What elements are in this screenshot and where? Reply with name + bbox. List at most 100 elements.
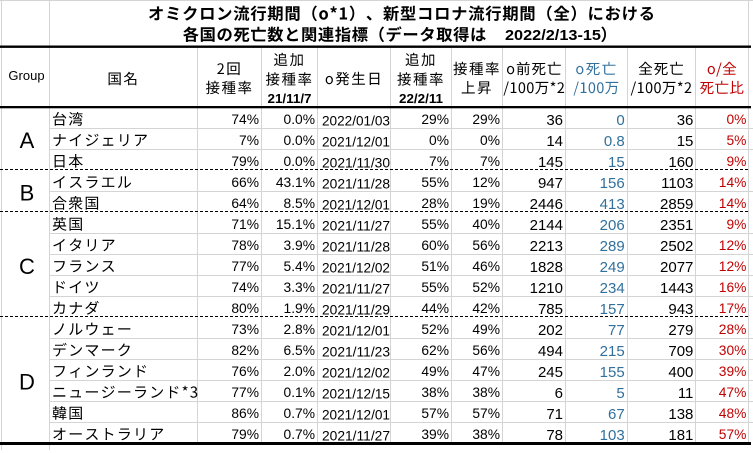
svg-text:38%: 38% [421, 385, 449, 400]
svg-text:56%: 56% [472, 238, 500, 253]
svg-text:0.0%: 0.0% [284, 133, 315, 148]
svg-text:43.1%: 43.1% [276, 175, 315, 190]
svg-text:1828: 1828 [530, 259, 563, 276]
svg-text:86%: 86% [231, 406, 259, 421]
svg-text:76%: 76% [231, 364, 259, 379]
svg-text:52%: 52% [472, 280, 500, 295]
svg-text:2021/11/29: 2021/11/29 [322, 303, 390, 319]
svg-text:2021/11/27: 2021/11/27 [322, 219, 390, 235]
svg-text:36: 36 [546, 112, 563, 129]
svg-text:49%: 49% [421, 364, 449, 379]
svg-text:36: 36 [677, 112, 694, 129]
svg-text:181: 181 [668, 427, 693, 444]
svg-text:57%: 57% [421, 406, 449, 421]
svg-text:400: 400 [668, 364, 693, 381]
svg-text:3.9%: 3.9% [284, 238, 315, 253]
svg-text:48%: 48% [719, 406, 747, 421]
svg-text:39%: 39% [719, 364, 747, 379]
svg-text:145: 145 [538, 154, 563, 171]
svg-text:40%: 40% [472, 217, 500, 232]
svg-text:2022/01/03: 2022/01/03 [322, 114, 390, 130]
svg-text:2021/11/23: 2021/11/23 [322, 345, 390, 361]
svg-text:494: 494 [538, 343, 563, 360]
svg-text:7%: 7% [239, 133, 259, 148]
svg-text:71%: 71% [231, 217, 259, 232]
svg-text:2021/12/01: 2021/12/01 [322, 198, 390, 214]
svg-text:2021/12/02: 2021/12/02 [322, 366, 390, 382]
svg-text:79%: 79% [231, 154, 259, 169]
svg-text:60%: 60% [421, 238, 449, 253]
svg-text:0.1%: 0.1% [284, 385, 315, 400]
svg-text:9%: 9% [726, 154, 746, 169]
svg-text:66%: 66% [231, 175, 259, 190]
svg-text:2502: 2502 [660, 238, 693, 255]
svg-text:2022/2/13-15: 2022/2/13-15 [505, 28, 601, 44]
svg-text:2021/12/01: 2021/12/01 [322, 408, 390, 424]
svg-text:C: C [19, 254, 35, 279]
svg-text:57%: 57% [472, 406, 500, 421]
svg-text:9%: 9% [726, 217, 746, 232]
svg-text:Group: Group [8, 68, 44, 83]
svg-text:A: A [20, 128, 35, 153]
svg-text:7%: 7% [429, 154, 449, 169]
svg-text:156: 156 [600, 175, 625, 192]
svg-text:12%: 12% [719, 238, 747, 253]
svg-text:2.8%: 2.8% [284, 322, 315, 337]
svg-text:2351: 2351 [660, 217, 693, 234]
svg-text:0%: 0% [726, 112, 746, 127]
svg-text:79%: 79% [231, 427, 259, 442]
svg-text:39%: 39% [421, 427, 449, 442]
svg-text:14%: 14% [719, 196, 747, 211]
svg-text:0.7%: 0.7% [284, 427, 315, 442]
svg-text:2021/11/27: 2021/11/27 [322, 282, 390, 298]
svg-text:1.9%: 1.9% [284, 301, 315, 316]
svg-text:2446: 2446 [530, 196, 563, 213]
svg-text:947: 947 [538, 175, 563, 192]
svg-text:245: 245 [538, 364, 563, 381]
svg-text:47%: 47% [472, 364, 500, 379]
svg-text:78%: 78% [231, 238, 259, 253]
svg-text:2021/11/27: 2021/11/27 [322, 429, 390, 445]
svg-text:17%: 17% [719, 301, 747, 316]
svg-text:157: 157 [600, 301, 625, 318]
svg-text:8.5%: 8.5% [284, 196, 315, 211]
svg-text:2144: 2144 [530, 217, 563, 234]
svg-text:77%: 77% [231, 385, 259, 400]
svg-text:5: 5 [616, 385, 624, 402]
svg-text:2077: 2077 [660, 259, 693, 276]
svg-text:80%: 80% [231, 301, 259, 316]
svg-text:21/11/7: 21/11/7 [268, 91, 312, 106]
svg-text:5.4%: 5.4% [284, 259, 315, 274]
svg-text:38%: 38% [472, 427, 500, 442]
svg-text:2021/11/28: 2021/11/28 [322, 177, 390, 193]
svg-text:46%: 46% [472, 259, 500, 274]
svg-text:215: 215 [600, 343, 625, 360]
svg-text:30%: 30% [719, 343, 747, 358]
svg-text:D: D [19, 370, 35, 395]
svg-text:B: B [20, 181, 35, 206]
svg-text:6.5%: 6.5% [284, 343, 315, 358]
svg-text:14: 14 [546, 133, 563, 150]
svg-text:71: 71 [546, 406, 563, 423]
svg-text:38%: 38% [472, 385, 500, 400]
svg-text:413: 413 [600, 196, 625, 213]
svg-text:28%: 28% [719, 322, 747, 337]
svg-text:202: 202 [538, 322, 563, 339]
svg-text:82%: 82% [231, 343, 259, 358]
svg-text:64%: 64% [231, 196, 259, 211]
svg-text:55%: 55% [421, 280, 449, 295]
svg-text:0.0%: 0.0% [284, 154, 315, 169]
svg-text:2021/12/01: 2021/12/01 [322, 135, 390, 151]
svg-text:2021/12/01: 2021/12/01 [322, 324, 390, 340]
svg-text:57%: 57% [719, 427, 747, 442]
svg-text:47%: 47% [719, 385, 747, 400]
svg-text:2021/11/28: 2021/11/28 [322, 240, 390, 256]
svg-text:15.1%: 15.1% [276, 217, 315, 232]
svg-text:2213: 2213 [530, 238, 563, 255]
svg-text:78: 78 [546, 427, 563, 444]
svg-text:51%: 51% [421, 259, 449, 274]
svg-text:103: 103 [600, 427, 625, 444]
svg-text:0.0%: 0.0% [284, 112, 315, 127]
svg-text:0.8: 0.8 [604, 133, 625, 150]
svg-text:73%: 73% [231, 322, 259, 337]
